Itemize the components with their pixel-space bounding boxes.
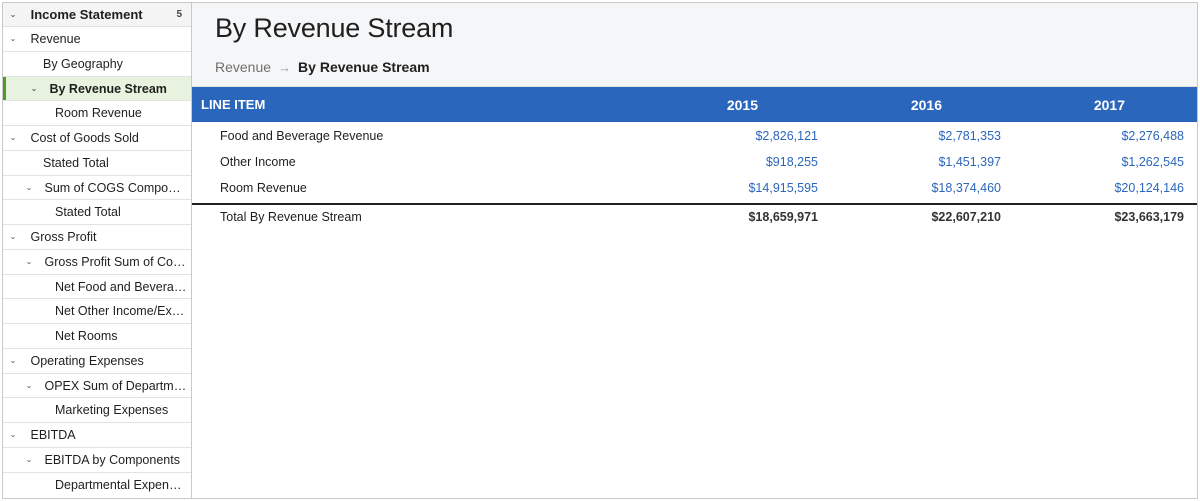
tree-item-label: Net Food and Beverage <box>55 279 188 294</box>
cell-value-link[interactable]: $18,374,460 <box>931 181 1001 195</box>
column-header-2017[interactable]: 2017 <box>1093 96 1125 113</box>
tree-item-label: EBITDA <box>30 428 76 442</box>
chevron-down-icon[interactable]: ⌄ <box>9 133 17 142</box>
cell-value-link[interactable]: $2,781,353 <box>938 129 1001 143</box>
breadcrumb-current: By Revenue Stream <box>298 59 430 75</box>
tree-item-label: Net Rooms <box>55 329 118 343</box>
cell-value-link[interactable]: $2,826,121 <box>755 129 818 143</box>
tree-item-label: Sum of COGS Compone… <box>44 180 191 195</box>
table-header: LINE ITEM 2015 2016 2017 <box>192 87 1197 122</box>
cell-value-link[interactable]: $918,255 <box>765 155 818 169</box>
tree-item-label: By Revenue Stream <box>49 81 167 96</box>
chevron-down-icon[interactable]: ⌄ <box>9 430 17 439</box>
tree-item-label: Marketing Expenses <box>55 403 169 418</box>
cell-value-link[interactable]: $1,262,545 <box>1121 155 1184 169</box>
page-title: By Revenue Stream <box>215 13 454 43</box>
line-item-label: Other Income <box>220 155 296 169</box>
total-value: $23,663,179 <box>1114 210 1184 224</box>
tree-item-opex-sum[interactable]: ⌄ OPEX Sum of Departme… <box>3 374 191 399</box>
arrow-right-icon: → <box>278 59 292 75</box>
tree-item-room-revenue[interactable]: Room Revenue <box>3 101 191 126</box>
tree-item-by-revenue-stream[interactable]: ⌄ By Revenue Stream <box>3 76 191 102</box>
tree-item-label: Revenue <box>30 32 81 46</box>
page-header: By Revenue Stream Revenue → By Revenue S… <box>192 3 1197 87</box>
cell-value-link[interactable]: $14,915,595 <box>748 181 818 195</box>
tree-item-stated-total-cogs[interactable]: Stated Total <box>3 200 191 225</box>
tree-item-gross-profit-sum[interactable]: ⌄ Gross Profit Sum of Com… <box>3 250 191 275</box>
tree-item-gross-profit[interactable]: ⌄ Gross Profit <box>3 225 191 250</box>
sidebar-tree: ⌄ Income Statement 5 ⌄ Revenue By Geogra… <box>3 3 192 498</box>
column-header-2016[interactable]: 2016 <box>910 96 942 113</box>
line-item-label: Food and Beverage Revenue <box>220 129 384 143</box>
total-value: $18,659,971 <box>748 210 818 224</box>
table-row: Room Revenue $14,915,595 $18,374,460 $20… <box>192 175 1197 201</box>
tree-item-ebitda[interactable]: ⌄ EBITDA <box>3 423 191 448</box>
tree-item-label: Room Revenue <box>55 106 142 121</box>
tree-item-label: Cost of Goods Sold <box>30 131 139 145</box>
chevron-down-icon[interactable]: ⌄ <box>30 83 38 93</box>
chevron-down-icon[interactable]: ⌄ <box>9 355 17 365</box>
tree-item-net-other-income[interactable]: Net Other Income/Exp… <box>3 299 191 324</box>
tree-item-label: Gross Profit <box>30 230 97 244</box>
chevron-down-icon[interactable]: ⌄ <box>9 34 17 43</box>
chevron-down-icon[interactable]: ⌄ <box>9 10 17 19</box>
item-count-badge: 5 <box>176 9 182 20</box>
tree-item-label: Departmental Expenses <box>55 477 189 492</box>
chevron-down-icon[interactable]: ⌄ <box>25 256 33 266</box>
tree-item-sum-of-cogs-components[interactable]: ⌄ Sum of COGS Compone… <box>3 176 191 201</box>
table-row: Other Income $918,255 $1,451,397 $1,262,… <box>192 149 1197 175</box>
main-content: By Revenue Stream Revenue → By Revenue S… <box>192 3 1197 498</box>
tree-item-label: EBITDA by Components <box>44 452 180 467</box>
tree-item-cost-of-goods-sold[interactable]: ⌄ Cost of Goods Sold <box>3 126 191 151</box>
tree-item-marketing-expenses[interactable]: Marketing Expenses <box>3 398 191 423</box>
tree-item-net-rooms[interactable]: Net Rooms <box>3 324 191 349</box>
tree-item-net-food-and-beverage[interactable]: Net Food and Beverage <box>3 275 191 300</box>
cell-value-link[interactable]: $1,451,397 <box>938 155 1001 169</box>
tree-item-operating-expenses[interactable]: ⌄ Operating Expenses <box>3 349 191 374</box>
tree-item-label: Operating Expenses <box>30 353 144 368</box>
tree-item-label: Net Other Income/Exp… <box>55 304 191 319</box>
tree-item-revenue[interactable]: ⌄ Revenue <box>3 27 191 52</box>
tree-header-label: Income Statement <box>30 7 143 22</box>
cell-value-link[interactable]: $20,124,146 <box>1114 181 1184 195</box>
tree-item-departmental-expenses[interactable]: Departmental Expenses <box>3 473 191 498</box>
cell-value-link[interactable]: $2,276,488 <box>1121 129 1184 143</box>
total-value: $22,607,210 <box>931 210 1001 224</box>
tree-item-label: Gross Profit Sum of Com… <box>44 254 191 269</box>
table-total-row: Total By Revenue Stream $18,659,971 $22,… <box>192 203 1197 229</box>
chevron-down-icon[interactable]: ⌄ <box>25 380 33 390</box>
tree-item-label: Stated Total <box>43 155 109 170</box>
tree-item-ebitda-by-components[interactable]: ⌄ EBITDA by Components <box>3 448 191 473</box>
tree-item-label: Stated Total <box>55 205 121 220</box>
tree-item-stated-total[interactable]: Stated Total <box>3 151 191 176</box>
line-item-label: Room Revenue <box>220 181 307 195</box>
tree-item-label: OPEX Sum of Departme… <box>44 378 191 393</box>
revenue-table: LINE ITEM 2015 2016 2017 Food and Bevera… <box>192 87 1197 229</box>
total-label: Total By Revenue Stream <box>220 210 362 224</box>
column-header-2015[interactable]: 2015 <box>726 96 758 113</box>
chevron-down-icon[interactable]: ⌄ <box>25 182 33 192</box>
chevron-down-icon[interactable]: ⌄ <box>25 454 33 464</box>
tree-item-by-geography[interactable]: By Geography <box>3 52 191 77</box>
breadcrumb-link-revenue[interactable]: Revenue <box>215 59 272 75</box>
table-row: Food and Beverage Revenue $2,826,121 $2,… <box>192 123 1197 149</box>
tree-header-income-statement[interactable]: ⌄ Income Statement 5 <box>3 3 191 27</box>
breadcrumb: Revenue → By Revenue Stream <box>215 59 430 75</box>
table-body: Food and Beverage Revenue $2,826,121 $2,… <box>192 122 1197 229</box>
column-header-line-item[interactable]: LINE ITEM <box>201 97 266 112</box>
chevron-down-icon[interactable]: ⌄ <box>9 232 17 241</box>
tree-item-label: By Geography <box>43 56 123 71</box>
